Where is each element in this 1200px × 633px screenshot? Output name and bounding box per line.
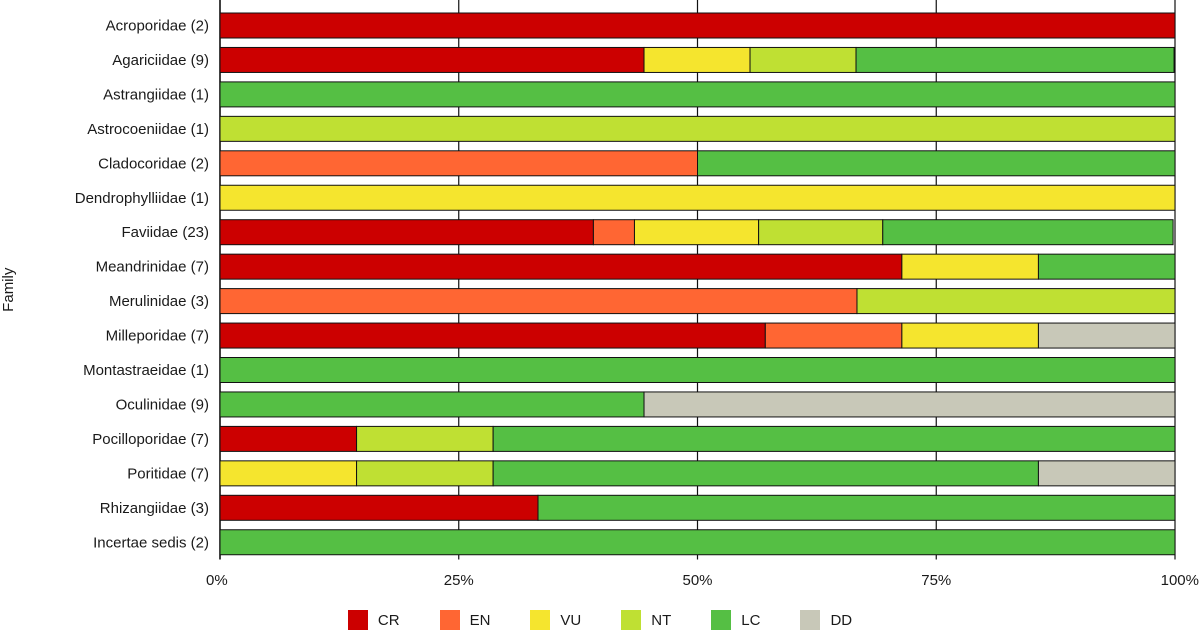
bar-segment-en (764, 322, 903, 349)
legend-label: NT (651, 611, 672, 629)
category-label: Poritidae (7) (127, 465, 209, 482)
category-label: Cladocoridae (2) (98, 155, 209, 172)
bar-segment-nt (856, 288, 1176, 315)
bar-segment-cr (219, 253, 903, 280)
bar-segment-nt (356, 425, 494, 452)
legend-swatch (711, 610, 732, 630)
category-label: Astrangiidae (1) (103, 86, 209, 103)
legend-item-nt: NT (621, 610, 671, 630)
bar-segment-dd (1037, 322, 1176, 349)
bar-segment-cr (219, 322, 766, 349)
legend-label: VU (560, 611, 582, 629)
category-label: Agariciidae (9) (112, 52, 209, 69)
bar-segment-lc (697, 150, 1176, 177)
category-label: Faviidae (23) (121, 224, 209, 241)
legend-item-cr: CR (347, 610, 400, 630)
bar-segment-lc (219, 81, 1176, 108)
legend-label: CR (377, 611, 400, 629)
category-label: Merulinidae (3) (109, 293, 209, 310)
legend-item-vu: VU (530, 610, 581, 630)
x-tick-label: 75% (921, 572, 951, 589)
legend-item-en: EN (439, 610, 491, 630)
category-label: Astrocoeniidae (1) (87, 121, 209, 138)
category-label: Rhizangiidae (3) (100, 500, 209, 517)
legend-item-lc: LC (711, 610, 760, 630)
bar-segment-cr (219, 494, 539, 521)
bar-segment-nt (749, 46, 857, 73)
bar-segment-vu (901, 322, 1039, 349)
legend: CR EN VU NT LC DD (0, 608, 1200, 632)
bar-segment-lc (219, 391, 645, 418)
legend-label: LC (741, 611, 761, 629)
bar-segment-en (219, 288, 858, 315)
bar-segment-vu (901, 253, 1039, 280)
bar-segment-lc (492, 460, 1039, 487)
bar-segment-cr (219, 219, 594, 246)
legend-swatch (347, 610, 368, 630)
x-tick-label: 0% (206, 572, 228, 589)
bar-segment-cr (219, 12, 1176, 39)
bar-segment-lc (219, 357, 1176, 383)
category-label: Oculinidae (9) (116, 396, 209, 413)
bar-segment-en (592, 219, 635, 246)
y-axis-title: Family (0, 267, 17, 312)
category-label: Dendrophylliidae (1) (75, 190, 209, 207)
bar-segment-lc (882, 219, 1174, 246)
x-tick-label: 100% (1161, 572, 1199, 589)
legend-label: DD (830, 611, 853, 629)
bar-segment-lc (219, 529, 1176, 556)
bar-segment-cr (219, 425, 358, 452)
bar-segment-lc (855, 46, 1175, 73)
category-label: Meandrinidae (7) (96, 259, 209, 276)
bar-segment-nt (219, 115, 1176, 142)
stacked-bar-chart: Acroporidae (2) Agariciidae (9) Astrangiid… (0, 0, 1199, 589)
bar-segment-vu (643, 46, 751, 73)
bar-segment-dd (1037, 460, 1176, 487)
x-tick-labels: 0% 25% 50% 75% 100% (206, 572, 1199, 589)
category-label: Acroporidae (2) (106, 18, 209, 35)
bar-segment-cr (219, 46, 645, 73)
category-labels: Acroporidae (2) Agariciidae (9) Astrangiid… (75, 18, 209, 552)
bar-segment-lc (1037, 253, 1176, 280)
legend-item-dd: DD (800, 610, 852, 630)
bar-segment-nt (356, 460, 494, 487)
legend-swatch (439, 610, 460, 630)
category-label: Incertae sedis (2) (93, 534, 209, 551)
category-label: Milleporidae (7) (106, 328, 209, 345)
bar-segment-lc (492, 425, 1176, 452)
x-tick-label: 25% (444, 572, 474, 589)
legend-swatch (800, 610, 821, 630)
legend-label: EN (469, 611, 491, 629)
bar-segment-vu (633, 219, 760, 246)
bar-segment-nt (758, 219, 884, 246)
bar-segment-vu (219, 184, 1176, 211)
legend-swatch (530, 610, 551, 630)
bars (219, 12, 1176, 556)
category-label: Montastraeidae (1) (83, 362, 209, 379)
legend-swatch (621, 610, 642, 630)
bar-segment-vu (219, 460, 358, 487)
bar-segment-lc (537, 494, 1176, 521)
category-label: Pocilloporidae (7) (92, 431, 209, 448)
bar-segment-dd (643, 391, 1176, 418)
bar-segment-en (219, 150, 698, 177)
x-tick-label: 50% (682, 572, 712, 589)
